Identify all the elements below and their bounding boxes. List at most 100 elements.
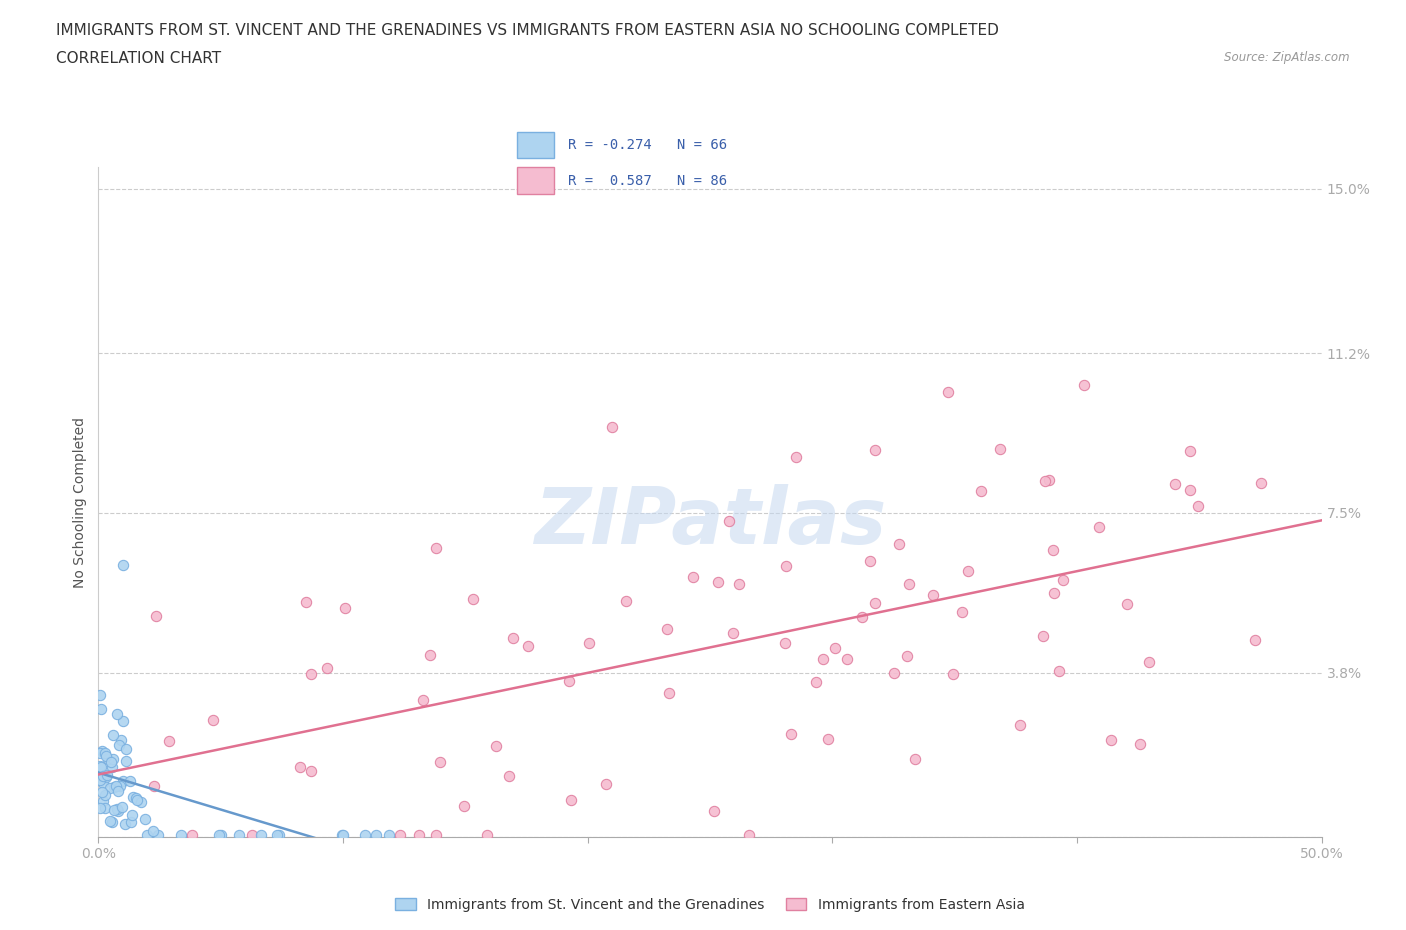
Point xyxy=(600,419,623,434)
Text: ZIPatlas: ZIPatlas xyxy=(534,485,886,560)
Y-axis label: No Schooling Completed: No Schooling Completed xyxy=(73,417,87,588)
Point xyxy=(89,759,111,774)
Point xyxy=(1087,519,1109,534)
Point xyxy=(105,778,128,793)
Point xyxy=(366,828,388,843)
Point xyxy=(1178,444,1201,458)
Bar xyxy=(517,131,554,158)
Point xyxy=(94,788,117,803)
Point xyxy=(335,601,357,616)
Point xyxy=(170,828,193,843)
Point xyxy=(517,638,540,653)
Point xyxy=(101,815,124,830)
Point xyxy=(863,443,886,458)
Point xyxy=(125,792,148,807)
Text: CORRELATION CHART: CORRELATION CHART xyxy=(56,51,221,66)
Point xyxy=(502,631,524,646)
Text: Source: ZipAtlas.com: Source: ZipAtlas.com xyxy=(1225,51,1350,64)
Point xyxy=(703,804,725,818)
Point xyxy=(1047,664,1070,679)
Text: R = -0.274   N = 66: R = -0.274 N = 66 xyxy=(568,138,727,152)
Point xyxy=(111,557,134,572)
Point xyxy=(110,778,132,793)
Point xyxy=(142,823,165,838)
Point xyxy=(883,666,905,681)
Point xyxy=(91,768,114,783)
Text: IMMIGRANTS FROM ST. VINCENT AND THE GRENADINES VS IMMIGRANTS FROM EASTERN ASIA N: IMMIGRANTS FROM ST. VINCENT AND THE GREN… xyxy=(56,23,1000,38)
Point xyxy=(267,828,290,843)
Point xyxy=(94,746,117,761)
Point xyxy=(655,622,678,637)
Point xyxy=(682,570,704,585)
Point xyxy=(105,707,128,722)
Bar xyxy=(517,167,554,194)
Point xyxy=(353,828,375,843)
Point xyxy=(1243,633,1265,648)
Point xyxy=(120,774,142,789)
Point xyxy=(94,769,117,784)
Point xyxy=(804,675,827,690)
Point xyxy=(1137,654,1160,669)
Point xyxy=(461,591,484,606)
Point xyxy=(115,742,138,757)
Point xyxy=(498,768,520,783)
Point xyxy=(429,755,451,770)
Point xyxy=(157,734,180,749)
Point xyxy=(863,596,886,611)
Point xyxy=(1099,733,1122,748)
Point xyxy=(112,773,135,788)
Point xyxy=(1032,629,1054,644)
Point xyxy=(389,828,412,843)
Point xyxy=(377,828,399,843)
Point xyxy=(578,635,600,650)
Point xyxy=(90,701,112,716)
Point xyxy=(950,604,973,619)
Point xyxy=(1042,586,1064,601)
Point xyxy=(1033,474,1056,489)
Point xyxy=(1073,378,1095,392)
Point xyxy=(108,738,131,753)
Point xyxy=(89,688,111,703)
Point xyxy=(942,667,965,682)
Point xyxy=(1116,596,1139,611)
Point xyxy=(125,790,148,805)
Point xyxy=(412,693,434,708)
Point xyxy=(97,751,120,766)
Point xyxy=(475,828,498,843)
Point xyxy=(94,748,117,763)
Point xyxy=(91,793,114,808)
Point xyxy=(779,726,801,741)
Point xyxy=(408,828,430,843)
Point xyxy=(208,828,231,843)
Point xyxy=(100,755,122,770)
Point xyxy=(295,594,318,609)
Point xyxy=(110,732,132,747)
Point xyxy=(103,803,125,817)
Point xyxy=(658,685,681,700)
Point xyxy=(824,641,846,656)
Point xyxy=(558,673,581,688)
Point xyxy=(775,558,797,573)
Point xyxy=(98,814,121,829)
Point xyxy=(201,712,224,727)
Point xyxy=(107,804,129,818)
Point xyxy=(94,801,117,816)
Point xyxy=(101,727,124,742)
Legend: Immigrants from St. Vincent and the Grenadines, Immigrants from Eastern Asia: Immigrants from St. Vincent and the Gren… xyxy=(389,892,1031,917)
Point xyxy=(93,776,115,790)
Point xyxy=(299,666,322,681)
Point xyxy=(785,449,807,464)
Point xyxy=(330,828,353,843)
Point xyxy=(103,779,125,794)
Point xyxy=(738,828,761,843)
Point xyxy=(143,778,166,793)
Point xyxy=(706,575,728,590)
Point xyxy=(114,817,136,831)
Point xyxy=(89,773,111,788)
Point xyxy=(89,800,111,815)
Point xyxy=(145,609,167,624)
Point xyxy=(721,626,744,641)
Point xyxy=(181,828,204,843)
Point xyxy=(922,588,945,603)
Point xyxy=(101,760,124,775)
